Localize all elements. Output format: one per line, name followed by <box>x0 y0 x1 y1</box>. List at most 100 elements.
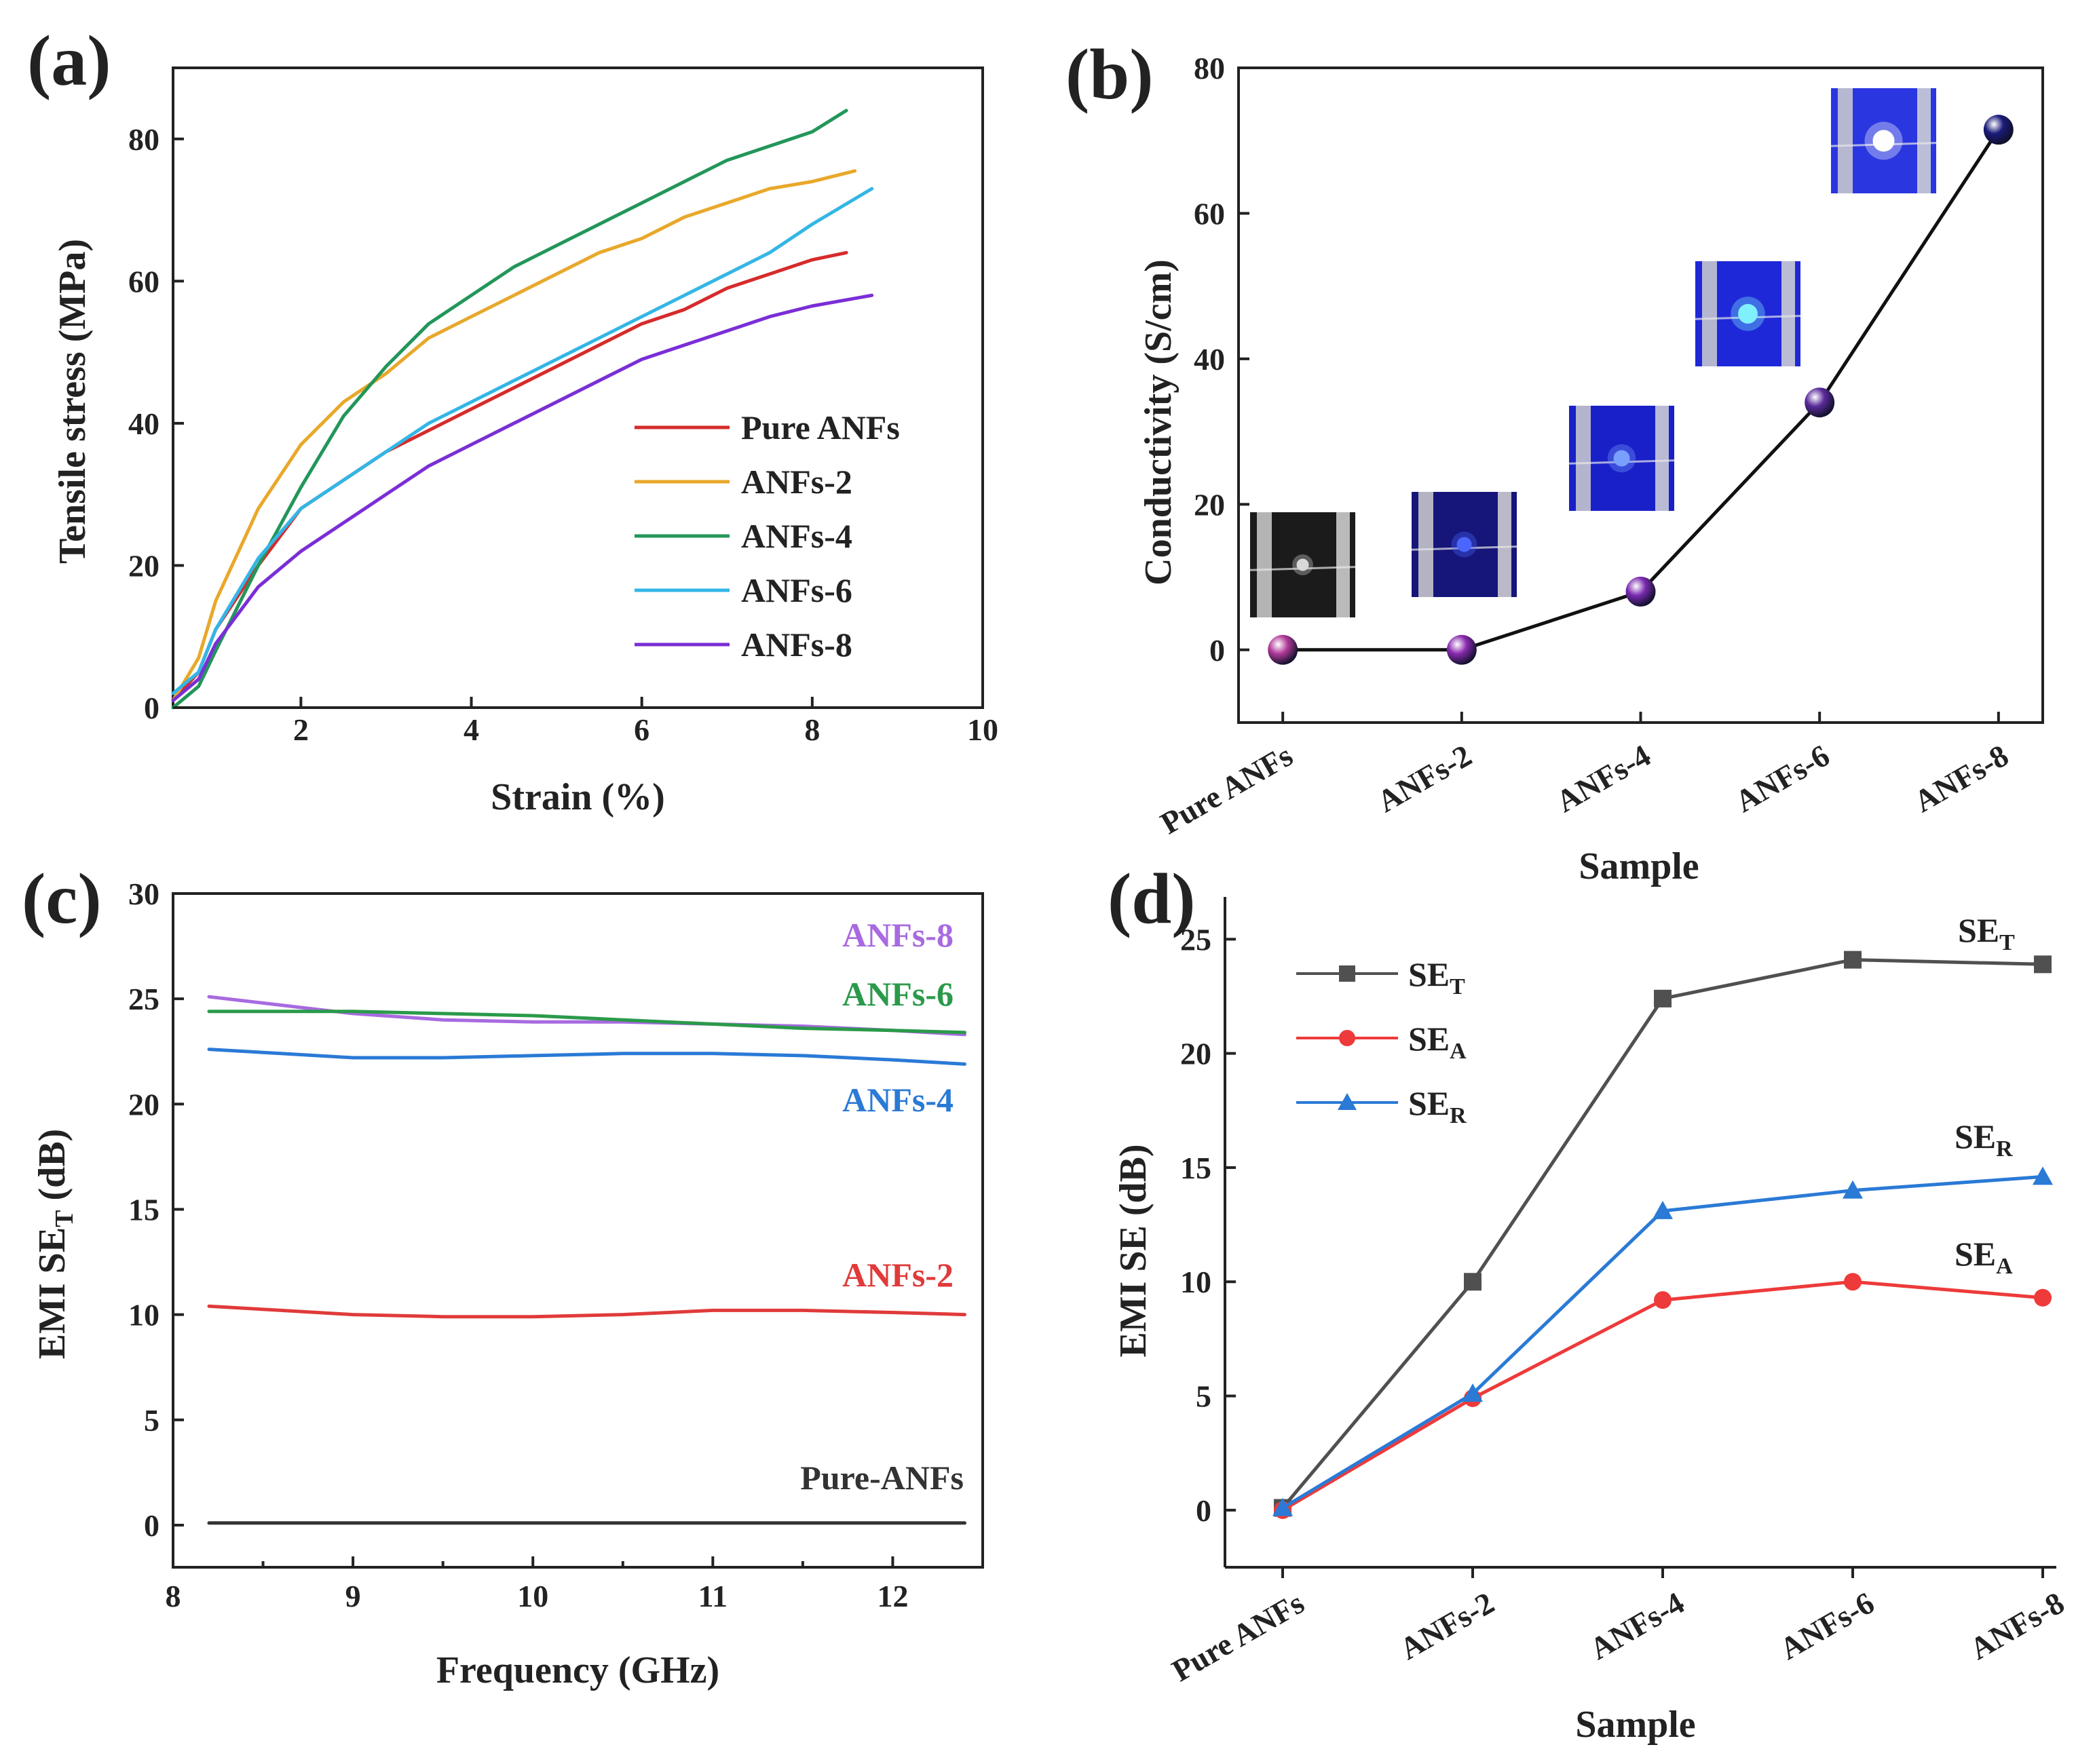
panel-d-point-square <box>2034 955 2052 974</box>
panel-a-xtick-label: 8 <box>804 712 820 747</box>
panel-c-series-1 <box>207 1010 966 1035</box>
panel-a-legend-label: ANFs-6 <box>741 571 852 609</box>
panel-a-label: (a) <box>27 21 111 100</box>
panel-d-series-1 <box>1281 1280 2045 1512</box>
legend-main: SE <box>1408 955 1450 993</box>
panel-d-xlabel: Sample <box>1575 1704 1695 1746</box>
panel-c-xlabel: Frequency (GHz) <box>436 1649 719 1691</box>
panel-b-label: (b) <box>1065 35 1154 114</box>
panel-d-legend-marker <box>1338 1093 1357 1110</box>
panel-d-point-triangle <box>2033 1166 2053 1185</box>
panel-b-photo-strip <box>1655 406 1669 511</box>
panel-c-ytick-label: 15 <box>128 1192 159 1227</box>
panel-c-ytick-label: 0 <box>144 1508 159 1543</box>
panel-d-legend-marker <box>1339 1030 1355 1046</box>
panel-a-series-2 <box>171 109 848 710</box>
panel-a-frame <box>172 66 984 709</box>
panel-d-xtick-label: ANFs-2 <box>1394 1585 1500 1666</box>
panel-c-series-3 <box>207 1304 966 1319</box>
panel-d-legend-label: SER <box>1408 1084 1467 1128</box>
panel-b-photo-strip <box>1576 406 1591 511</box>
panel-c-series-label: ANFs-6 <box>842 975 954 1013</box>
led-icon <box>1456 537 1472 552</box>
panel-b-photo-strip <box>1702 261 1717 366</box>
end-label-main: SE <box>1958 911 1999 949</box>
panel-a-xtick-label: 6 <box>634 712 649 747</box>
panel-c-xtick-label: 10 <box>517 1579 548 1613</box>
panel-a-legend-label: ANFs-8 <box>741 626 852 664</box>
legend-sub: A <box>1450 1039 1467 1064</box>
panel-d-point-triangle <box>1843 1180 1863 1199</box>
panel-b-xtick-label: ANFs-4 <box>1550 737 1656 819</box>
panel-a-xtick-label: 4 <box>464 712 479 747</box>
panel-b-ylabel: Conductivity (S/cm) <box>1137 259 1179 586</box>
panel-a-series-3 <box>171 187 874 695</box>
panel-c-series-label: ANFs-2 <box>842 1256 954 1294</box>
panel-a-ylabel: Tensile stress (MPa) <box>52 239 94 564</box>
led-icon <box>1613 450 1630 467</box>
panel-d-xtick-label: ANFs-6 <box>1774 1585 1880 1666</box>
panel-d-point-square <box>1654 989 1672 1008</box>
led-icon <box>1296 558 1309 571</box>
panel-c-ylabel-unit: (dB) <box>31 1129 73 1210</box>
panel-b: (b) 0 20 40 60 80 Pure ANFs ANFs-2 ANFs-4 ANFs-6 A… <box>1065 35 2044 887</box>
panel-d-ytick-label: 10 <box>1180 1265 1211 1299</box>
panel-c-ylabel: EMI SET (dB) <box>31 1129 79 1360</box>
panel-b-xlabel: Sample <box>1579 845 1699 887</box>
panel-b-ytick-label: 60 <box>1194 196 1225 231</box>
panel-d-point-circle <box>1654 1291 1672 1309</box>
panel-a-legend-label: ANFs-4 <box>741 517 852 555</box>
panel-d-end-label: SEA <box>1955 1235 2013 1279</box>
panel-d-end-label: SER <box>1955 1117 2013 1162</box>
panel-a-legend-label: Pure ANFs <box>741 408 900 446</box>
panel-a-ytick-label: 40 <box>128 406 159 441</box>
panel-a-legend-label: ANFs-2 <box>741 463 852 501</box>
panel-c-series-label: ANFs-8 <box>842 916 954 954</box>
panel-d-ytick-label: 5 <box>1196 1379 1211 1414</box>
panel-d-point-circle <box>2034 1288 2052 1307</box>
panel-b-xtick-label: ANFs-8 <box>1908 737 2014 819</box>
panel-a-ytick-label: 60 <box>128 264 159 299</box>
panel-d-xtick-label: ANFs-8 <box>1964 1585 2070 1666</box>
panel-a: (a) 0 20 40 60 80 2 4 6 8 10 Strain (%) Tensile stre… <box>27 21 998 818</box>
panel-b-xtick-label: ANFs-6 <box>1729 737 1835 819</box>
panel-d: (d) 0 5 10 15 20 25 Pure ANFs ANFs-2 ANFs-4 ANFs-6… <box>1108 859 2070 1746</box>
panel-c-xtick-label: 9 <box>345 1579 361 1613</box>
panel-b-photo-strip <box>1917 88 1931 193</box>
panel-a-xtick-label: 10 <box>967 712 998 747</box>
panel-b-ytick-label: 0 <box>1209 633 1225 668</box>
panel-d-point-circle <box>1844 1273 1862 1291</box>
legend-main: SE <box>1408 1084 1450 1122</box>
panel-a-xlabel: Strain (%) <box>491 776 665 818</box>
panel-d-ylabel: EMI SE (dB) <box>1112 1144 1154 1357</box>
panel-d-xtick-label: Pure ANFs <box>1166 1585 1310 1688</box>
led-icon <box>1872 130 1895 152</box>
panel-a-ytick-label: 80 <box>128 122 159 157</box>
panel-b-xtick-label: Pure ANFs <box>1154 737 1298 841</box>
panel-c-ytick-label: 20 <box>128 1087 159 1121</box>
panel-c: (c) 0 5 10 15 20 25 30 8 9 10 11 12 Frequency (GHz) EM… <box>22 859 984 1691</box>
panel-a-series-1 <box>171 169 857 702</box>
panel-d-ytick-label: 20 <box>1180 1037 1211 1071</box>
panel-b-ytick-label: 20 <box>1194 487 1225 522</box>
panel-b-photo-strip <box>1257 512 1272 617</box>
panel-d-point-square <box>1464 1273 1481 1291</box>
legend-main: SE <box>1408 1020 1450 1058</box>
end-label-sub: R <box>1996 1136 2013 1162</box>
panel-b-point <box>1446 634 1477 665</box>
panel-c-ylabel-sub: T <box>50 1210 79 1227</box>
panel-c-series-2 <box>207 1048 966 1066</box>
panel-b-ytick-label: 80 <box>1194 51 1225 85</box>
panel-c-ylabel-main: EMI SE <box>31 1227 73 1360</box>
panel-d-ytick-label: 25 <box>1180 922 1211 957</box>
panel-d-xtick-label: ANFs-4 <box>1584 1585 1690 1666</box>
panel-a-ytick-label: 0 <box>144 691 159 725</box>
panel-d-end-label: SET <box>1958 911 2015 955</box>
panel-b-line <box>1281 128 2001 652</box>
panel-d-point-triangle <box>1462 1383 1483 1402</box>
panel-d-label: (d) <box>1108 859 1196 938</box>
panel-b-photo-strip <box>1336 512 1350 617</box>
panel-c-frame <box>172 892 984 1569</box>
panel-c-ytick-label: 10 <box>128 1298 159 1332</box>
